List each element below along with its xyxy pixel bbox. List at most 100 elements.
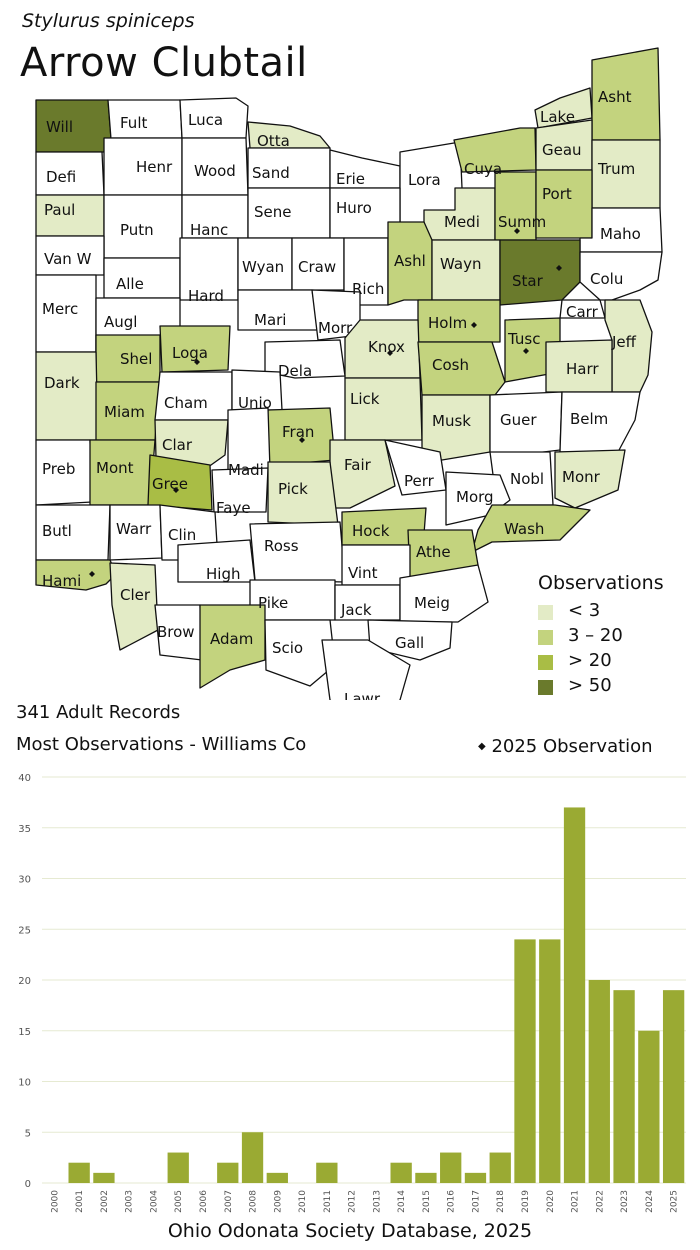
county-label-morg: Morg xyxy=(456,488,494,506)
county-label-faye: Faye xyxy=(216,499,251,517)
county-label-wayn: Wayn xyxy=(440,255,481,273)
observation-2025-dot-knox xyxy=(387,350,393,356)
bar-2016 xyxy=(440,1152,462,1183)
county-meig xyxy=(399,564,489,623)
bar-2005 xyxy=(167,1152,189,1183)
ohio-county-map: Will Fult Luca Otta Lake Asht Defi Henr Wood Sand… xyxy=(35,47,663,700)
y-tick-label: 20 xyxy=(18,976,31,987)
x-tick-label: 2015 xyxy=(422,1190,432,1213)
observation-2025-dot-icon: ◆ xyxy=(478,741,486,752)
x-tick-label: 2025 xyxy=(670,1190,680,1213)
bar-2007 xyxy=(217,1162,239,1183)
county-label-dark: Dark xyxy=(44,374,80,392)
x-tick-label: 2023 xyxy=(620,1190,630,1213)
county-label-cler: Cler xyxy=(120,586,151,604)
county-label-lawr: Lawr xyxy=(344,690,381,700)
bar-2008 xyxy=(241,1132,264,1183)
county-label-madi: Madi xyxy=(228,461,264,479)
county-label-asht: Asht xyxy=(598,88,632,106)
county-label-preb: Preb xyxy=(42,460,75,478)
county-clar xyxy=(154,419,229,471)
legend-label: > 50 xyxy=(568,675,612,696)
x-tick-label: 2007 xyxy=(224,1190,234,1213)
x-tick-label: 2006 xyxy=(199,1190,209,1213)
county-label-craw: Craw xyxy=(298,258,336,276)
county-label-mont: Mont xyxy=(96,459,134,477)
county-belm xyxy=(559,391,641,453)
county-label-hock: Hock xyxy=(352,522,390,540)
bar-2017 xyxy=(464,1172,487,1183)
legend-label: > 20 xyxy=(568,650,612,671)
bar-2011 xyxy=(316,1162,338,1183)
county-label-wash: Wash xyxy=(504,520,544,538)
legend-swatch xyxy=(538,655,553,670)
county-cler xyxy=(109,562,159,651)
y-tick-label: 40 xyxy=(18,773,31,784)
county-otta xyxy=(247,121,331,149)
county-label-monr: Monr xyxy=(562,468,601,486)
county-cosh xyxy=(417,341,506,396)
county-label-cham: Cham xyxy=(164,394,208,412)
county-label-jack: Jack xyxy=(340,601,372,619)
county-colu xyxy=(579,251,663,301)
bar-2024 xyxy=(638,1030,660,1183)
y-tick-label: 35 xyxy=(18,824,31,835)
source-credit: Ohio Odonata Society Database, 2025 xyxy=(167,1220,533,1242)
county-label-guer: Guer xyxy=(500,411,537,429)
county-label-perr: Perr xyxy=(404,472,435,490)
county-label-augl: Augl xyxy=(104,313,137,331)
county-faye xyxy=(211,467,269,513)
county-label-lake: Lake xyxy=(540,108,575,126)
county-label-defi: Defi xyxy=(46,168,76,186)
county-label-cuya: Cuya xyxy=(464,160,502,178)
county-label-maho: Maho xyxy=(600,225,641,243)
county-label-star: Star xyxy=(512,272,544,290)
county-adam xyxy=(199,604,266,689)
y-tick-label: 25 xyxy=(18,925,31,936)
county-label-high: High xyxy=(206,565,240,583)
county-label-hami: Hami xyxy=(42,572,81,590)
y-tick-label: 10 xyxy=(18,1078,31,1089)
county-label-cosh: Cosh xyxy=(432,356,469,374)
county-lick xyxy=(344,377,423,441)
observation-2025-dot-summ xyxy=(514,228,520,234)
county-label-clar: Clar xyxy=(162,436,193,454)
x-tick-label: 2020 xyxy=(546,1190,556,1213)
county-label-brow: Brow xyxy=(157,623,195,641)
bar-2025 xyxy=(662,990,685,1183)
observation-2025-dot-hami xyxy=(89,571,95,577)
y-tick-label: 15 xyxy=(18,1027,31,1038)
county-label-luca: Luca xyxy=(188,111,223,129)
county-label-erie: Erie xyxy=(336,170,365,188)
x-tick-label: 2012 xyxy=(348,1190,358,1213)
county-label-holm: Holm xyxy=(428,314,467,332)
x-tick-label: 2014 xyxy=(397,1190,407,1213)
bar-2014 xyxy=(390,1162,412,1183)
county-wash xyxy=(471,504,591,553)
county-label-scio: Scio xyxy=(272,639,303,657)
county-label-henr: Henr xyxy=(136,158,173,176)
observation-2025-legend: ◆ 2025 Observation xyxy=(478,736,653,757)
county-label-butl: Butl xyxy=(42,522,72,540)
county-lawr xyxy=(321,639,411,700)
legend-label: 3 – 20 xyxy=(568,625,623,646)
county-label-gree: Gree xyxy=(152,475,188,493)
county-musk xyxy=(421,394,491,461)
county-label-fran: Fran xyxy=(282,423,314,441)
county-loga xyxy=(159,325,231,373)
x-tick-label: 2013 xyxy=(372,1190,382,1213)
y-tick-label: 5 xyxy=(25,1128,31,1139)
county-label-hanc: Hanc xyxy=(190,221,228,239)
legend-swatch xyxy=(538,680,553,695)
county-label-loga: Loga xyxy=(172,344,208,362)
x-tick-label: 2010 xyxy=(298,1190,308,1213)
bar-2001 xyxy=(68,1162,90,1183)
county-label-meig: Meig xyxy=(414,594,450,612)
county-label-merc: Merc xyxy=(42,300,78,318)
county-dark xyxy=(35,351,99,441)
county-label-unio: Unio xyxy=(238,394,272,412)
bar-2022 xyxy=(588,980,610,1183)
county-label-adam: Adam xyxy=(210,630,253,648)
observation-2025-dot-star xyxy=(556,265,562,271)
